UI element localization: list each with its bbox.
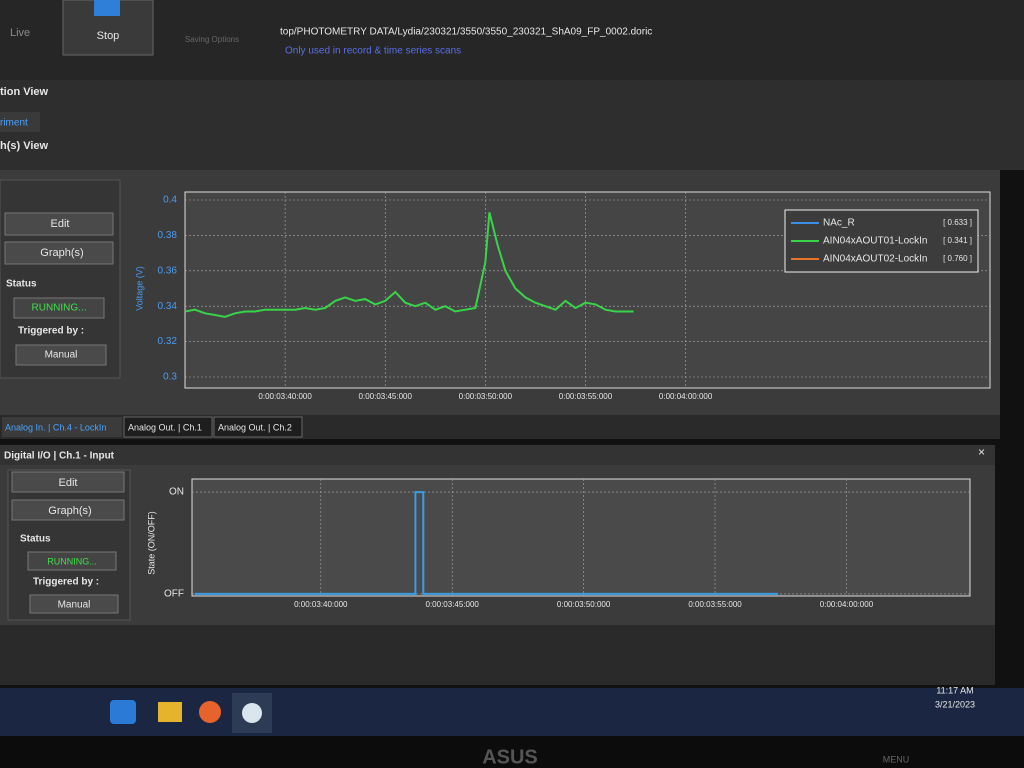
data-line <box>184 212 634 318</box>
edit-label: Edit <box>51 218 70 230</box>
charts: 0.3 0.32 0.34 0.36 0.38 0.4 0:00:03:40:000 0:00… <box>134 191 991 609</box>
x-tick-label: 0:00:03:40:000 <box>258 392 312 401</box>
graphs-button[interactable] <box>11 499 125 521</box>
x-tick-label: 0:00:04:00:000 <box>820 600 874 609</box>
monitor-bezel <box>0 736 1024 768</box>
trigger-value: Manual <box>45 350 78 361</box>
y-tick-label: OFF <box>164 589 184 600</box>
status-box <box>13 297 105 319</box>
trigger-box[interactable] <box>15 344 107 366</box>
legend-reading: [ 0.760 ] <box>943 254 972 263</box>
legend-reading: [ 0.633 ] <box>943 218 972 227</box>
edit-label: Edit <box>59 477 78 489</box>
graphs-label: Graph(s) <box>40 247 83 259</box>
y-tick-label: 0.4 <box>163 195 177 206</box>
y-tick-label: 0.38 <box>158 230 178 241</box>
live-button[interactable]: Live <box>10 27 30 39</box>
toolbar <box>0 0 1024 80</box>
app-icon[interactable] <box>199 701 221 723</box>
saving-options[interactable]: Saving Options <box>185 35 239 44</box>
x-tick-label: 0:00:03:55:000 <box>688 600 742 609</box>
status-label: Status <box>6 279 37 290</box>
x-tick-label: 0:00:03:50:000 <box>459 392 513 401</box>
tab-label[interactable]: Analog Out. | Ch.1 <box>128 422 202 432</box>
edit-button[interactable] <box>11 471 125 493</box>
stop-icon <box>94 0 120 16</box>
trigger-value: Manual <box>58 600 91 611</box>
legend-label: AIN04xAOUT02-LockIn <box>823 254 928 265</box>
app-icon[interactable] <box>158 702 182 722</box>
x-tick-label: 0:00:03:45:000 <box>359 392 413 401</box>
y-axis-label: Voltage (V) <box>134 266 144 311</box>
status-box <box>27 551 117 571</box>
x-tick-label: 0:00:03:55:000 <box>559 392 613 401</box>
y-tick-label: 0.34 <box>158 301 178 312</box>
x-tick-label: 0:00:03:40:000 <box>294 600 348 609</box>
taskbar <box>0 688 1024 736</box>
legend-label: NAc_R <box>823 218 855 229</box>
tab[interactable] <box>2 417 122 437</box>
brand: ASUS <box>482 746 538 768</box>
graphs-button[interactable] <box>4 241 114 265</box>
tab-label[interactable]: Analog In. | Ch.4 - LockIn <box>5 422 106 432</box>
edit-button[interactable] <box>4 212 114 236</box>
y-tick-label: ON <box>169 487 184 498</box>
tab-bg <box>0 112 40 132</box>
tab[interactable] <box>213 416 303 438</box>
plot-area <box>191 478 971 597</box>
file-path: top/PHOTOMETRY DATA/Lydia/230321/3550/35… <box>280 27 652 38</box>
status-label: Status <box>20 534 51 545</box>
clock-time: 11:17 AM <box>936 685 973 695</box>
menu-button[interactable]: MENU <box>883 754 910 764</box>
status-value: RUNNING... <box>32 303 87 314</box>
graphs-label: Graph(s) <box>48 505 91 517</box>
view-header: tion View <box>0 86 49 98</box>
tab-label[interactable]: Analog Out. | Ch.2 <box>218 422 292 432</box>
path-note: Only used in record & time series scans <box>285 46 461 57</box>
panel-title: Digital I/O | Ch.1 - Input <box>4 451 115 462</box>
y-axis-label: State (ON/OFF) <box>146 511 156 575</box>
clock-date: 3/21/2023 <box>935 699 975 709</box>
x-tick-label: 0:00:03:50:000 <box>557 600 611 609</box>
app-icon[interactable] <box>110 700 136 724</box>
tab[interactable] <box>123 416 213 438</box>
close-button[interactable]: × <box>978 445 985 459</box>
triggered-label: Triggered by : <box>18 326 84 337</box>
lower-area <box>0 625 995 685</box>
x-tick-label: 0:00:04:00:000 <box>659 392 713 401</box>
x-tick-label: 0:00:03:45:000 <box>426 600 480 609</box>
y-tick-label: 0.3 <box>163 372 177 383</box>
headers <box>0 80 1024 170</box>
y-tick-label: 0.36 <box>158 265 178 276</box>
y-tick-label: 0.32 <box>158 336 178 347</box>
graph-view-header: h(s) View <box>0 140 49 152</box>
status-value: RUNNING... <box>47 556 97 566</box>
triggered-label: Triggered by : <box>33 577 99 588</box>
data-line <box>194 491 779 595</box>
trigger-box[interactable] <box>29 594 119 614</box>
panel-header <box>0 445 995 465</box>
legend-label: AIN04xAOUT01-LockIn <box>823 236 928 247</box>
legend-reading: [ 0.341 ] <box>943 236 972 245</box>
app-icon <box>242 703 262 723</box>
stop-button[interactable]: Stop <box>97 30 120 42</box>
experiment-tab[interactable]: riment <box>0 118 28 129</box>
